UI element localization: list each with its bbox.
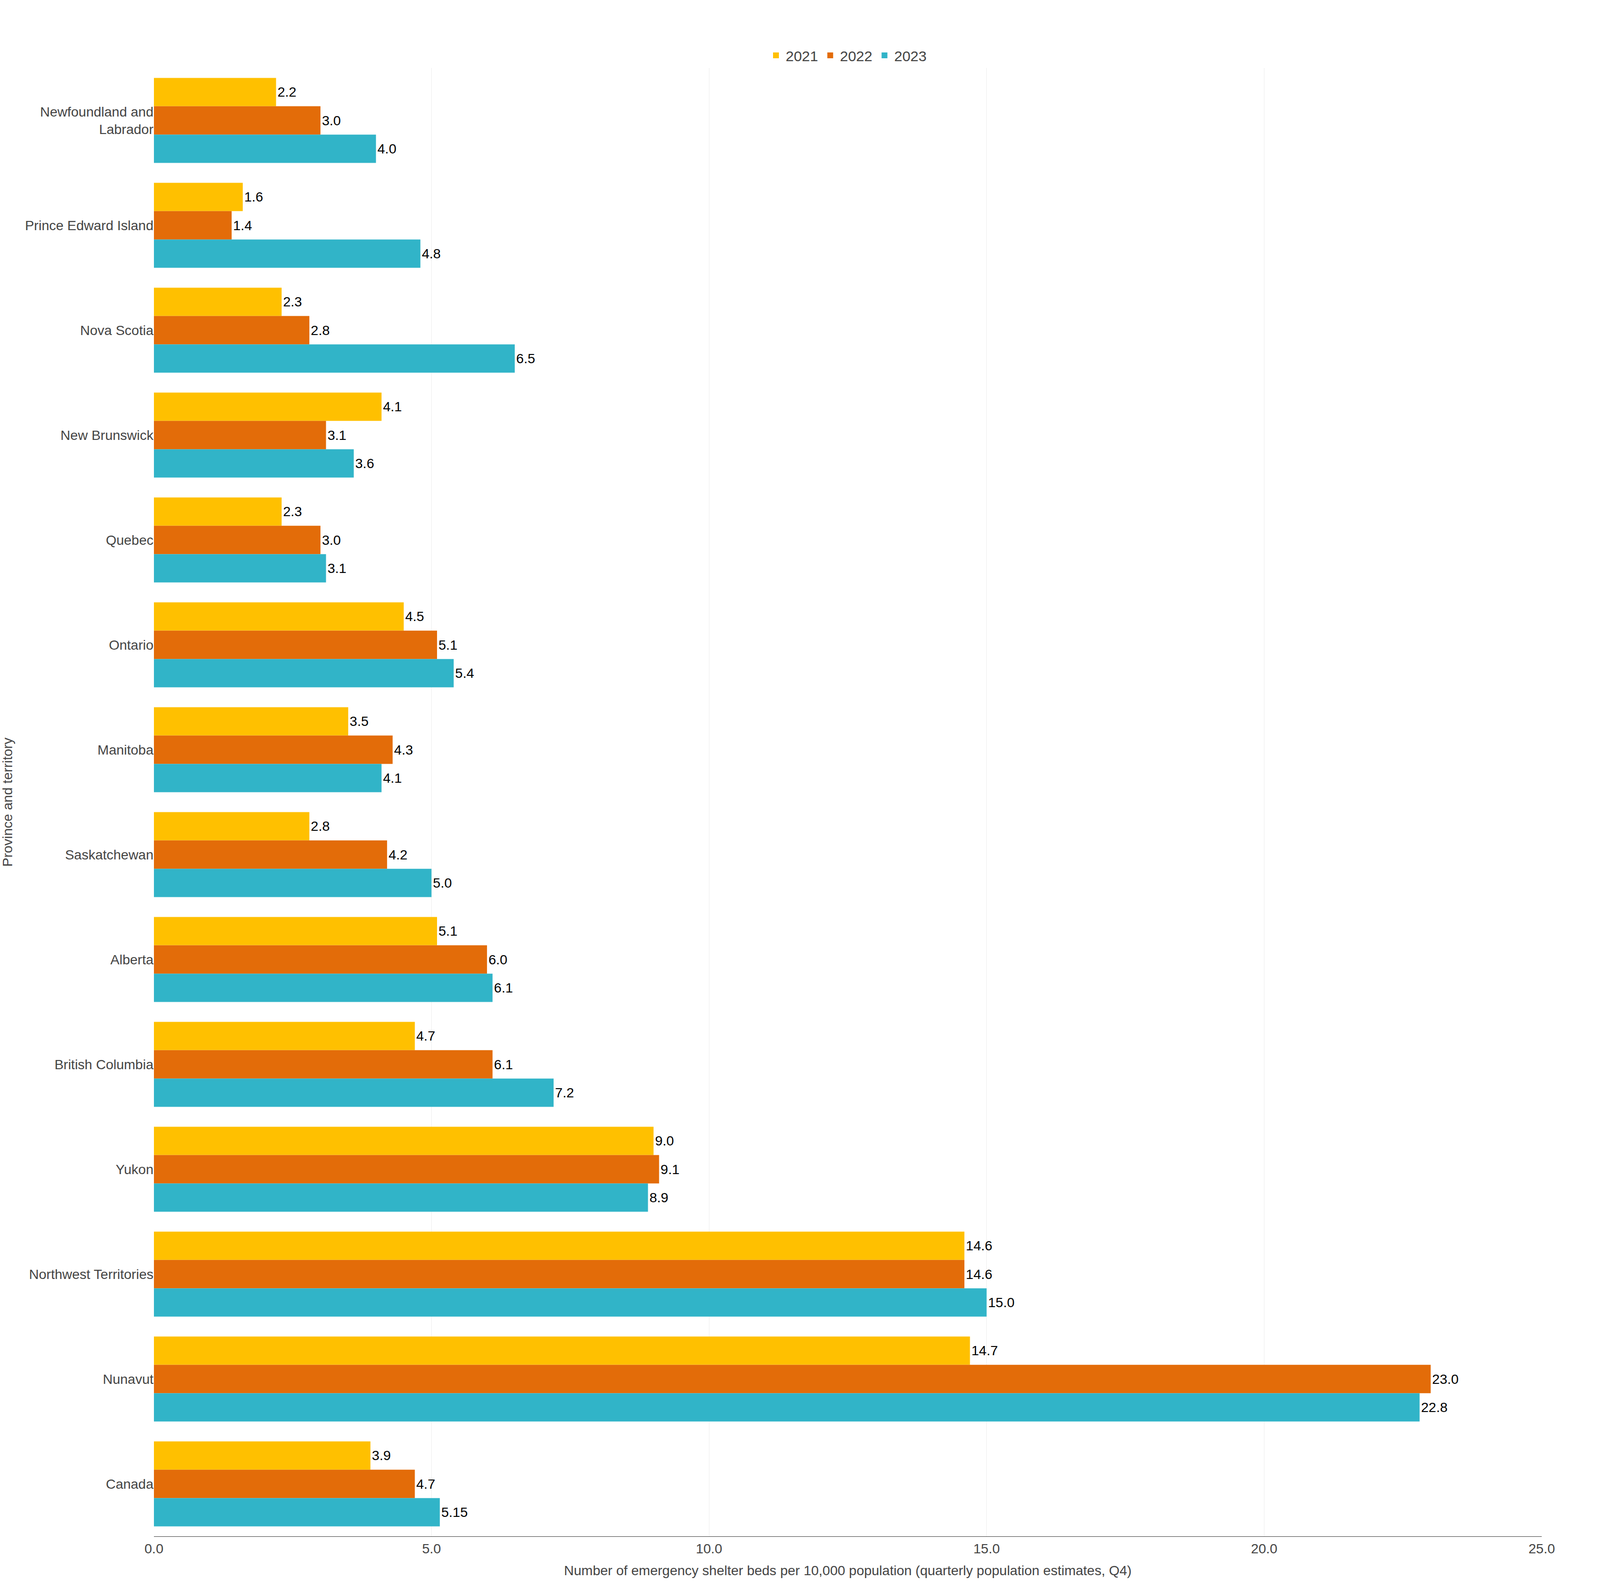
svg-text:3.0: 3.0 [321,113,341,129]
svg-text:23.0: 23.0 [1431,1371,1459,1387]
svg-text:British Columbia: British Columbia [54,1057,154,1073]
svg-text:1.4: 1.4 [233,218,253,234]
svg-text:4.3: 4.3 [394,742,414,758]
svg-text:Yukon: Yukon [115,1162,154,1178]
svg-text:6.0: 6.0 [488,952,508,968]
svg-text:2021: 2021 [785,48,819,65]
svg-text:4.1: 4.1 [383,399,403,415]
svg-text:2022: 2022 [840,48,873,65]
svg-text:5.0: 5.0 [421,1541,441,1557]
svg-text:25.0: 25.0 [1528,1541,1556,1557]
svg-text:5.4: 5.4 [454,665,474,681]
svg-text:3.9: 3.9 [371,1448,391,1464]
svg-text:Canada: Canada [105,1476,154,1492]
svg-text:6.1: 6.1 [493,980,513,996]
svg-text:Ontario: Ontario [108,637,154,653]
svg-text:14.7: 14.7 [971,1343,999,1359]
svg-text:4.7: 4.7 [416,1476,436,1492]
svg-text:10.0: 10.0 [695,1541,723,1557]
svg-text:4.1: 4.1 [383,770,403,786]
svg-text:15.0: 15.0 [973,1541,1001,1557]
svg-text:0.0: 0.0 [144,1541,164,1557]
svg-text:15.0: 15.0 [988,1295,1015,1311]
svg-text:22.8: 22.8 [1421,1399,1449,1415]
svg-text:4.2: 4.2 [388,847,408,863]
svg-text:2.8: 2.8 [310,818,330,834]
svg-text:Quebec: Quebec [105,532,154,548]
svg-text:9.0: 9.0 [655,1133,674,1149]
svg-text:20.0: 20.0 [1250,1541,1278,1557]
svg-text:Northwest Territories: Northwest Territories [29,1266,154,1282]
svg-text:Manitoba: Manitoba [97,742,154,758]
svg-text:4.7: 4.7 [416,1028,436,1044]
svg-text:14.6: 14.6 [965,1266,993,1282]
svg-text:6.1: 6.1 [493,1057,513,1073]
svg-text:Prince Edward Island: Prince Edward Island [24,218,154,234]
svg-text:4.5: 4.5 [404,608,424,624]
svg-text:2.2: 2.2 [277,84,297,100]
svg-text:Province and territory: Province and territory [0,737,16,867]
svg-text:2.3: 2.3 [283,294,303,310]
svg-text:8.9: 8.9 [649,1190,669,1206]
svg-text:2.8: 2.8 [310,322,330,338]
svg-text:3.0: 3.0 [321,532,341,548]
svg-text:Saskatchewan: Saskatchewan [65,847,154,863]
svg-text:2023: 2023 [894,48,927,65]
svg-text:5.1: 5.1 [438,637,458,653]
svg-text:2.3: 2.3 [283,504,303,520]
svg-text:4.8: 4.8 [421,246,441,262]
svg-text:3.6: 3.6 [355,455,375,472]
svg-text:5.15: 5.15 [441,1504,469,1520]
svg-text:9.1: 9.1 [660,1162,680,1178]
svg-text:Nova Scotia: Nova Scotia [80,322,154,338]
svg-text:Newfoundland andLabrador: Newfoundland andLabrador [39,104,154,137]
svg-text:4.0: 4.0 [377,141,397,157]
svg-text:6.5: 6.5 [516,351,536,367]
svg-text:3.1: 3.1 [327,560,347,576]
svg-text:5.0: 5.0 [433,875,453,891]
svg-text:Alberta: Alberta [110,952,154,968]
svg-text:3.5: 3.5 [349,713,369,729]
svg-text:14.6: 14.6 [965,1238,993,1254]
svg-text:1.6: 1.6 [244,189,264,205]
svg-text:5.1: 5.1 [438,923,458,939]
svg-text:7.2: 7.2 [555,1085,574,1101]
svg-text:Nunavut: Nunavut [102,1371,154,1387]
svg-text:New Brunswick: New Brunswick [60,427,154,443]
svg-text:Number of emergency shelter be: Number of emergency shelter beds per 10,… [564,1563,1132,1579]
svg-text:3.1: 3.1 [327,427,347,443]
